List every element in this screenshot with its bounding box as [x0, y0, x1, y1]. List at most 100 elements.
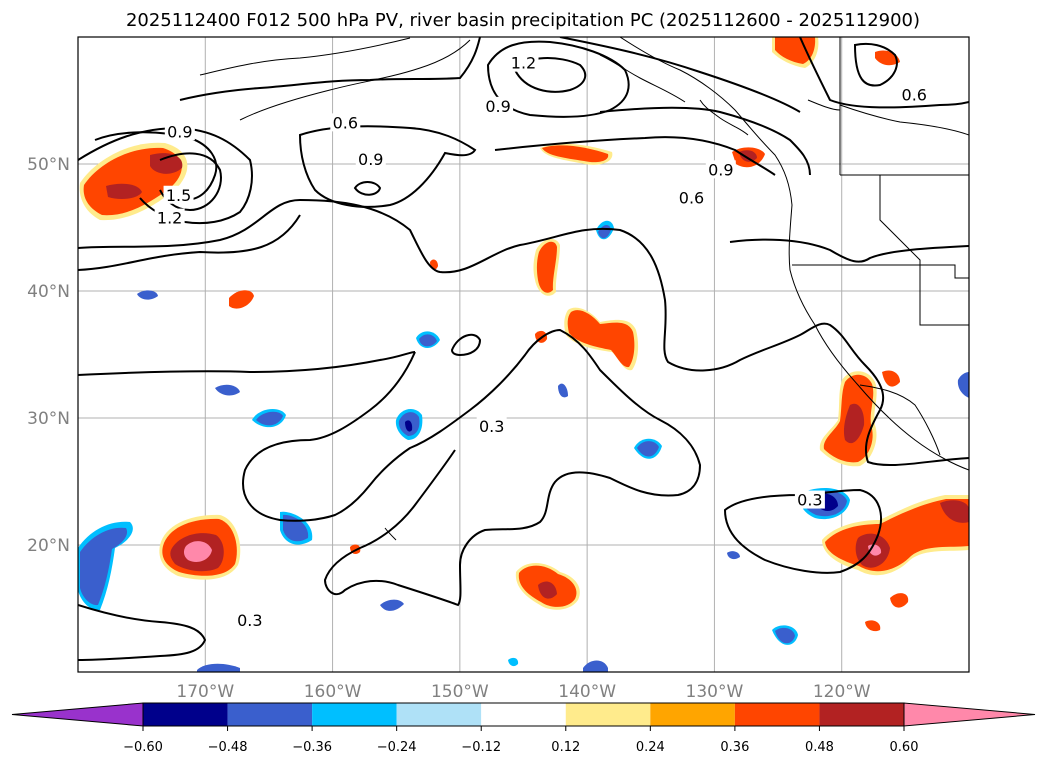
colorbar-tick-label: −0.48	[208, 740, 248, 755]
contour-label-bg	[355, 150, 386, 169]
y-tick-label: 40°N	[27, 282, 70, 302]
contour-label: 0.3	[797, 491, 822, 510]
contour-label-bg	[154, 208, 185, 227]
y-tick-label: 30°N	[27, 409, 70, 429]
pv-contour-line	[78, 214, 301, 271]
pv-contour-line	[559, 37, 801, 113]
pv-contour-line	[78, 126, 253, 225]
precip-anomaly-negative	[508, 657, 519, 667]
pv-contour-line	[298, 125, 477, 208]
contour-label-bg	[508, 53, 539, 72]
pv-contour-line	[494, 136, 776, 176]
precip-anomaly-positive	[739, 150, 757, 162]
contour-label: 0.9	[485, 97, 510, 116]
colorbar-segment	[650, 703, 735, 726]
x-tick-label: 130°W	[686, 682, 744, 702]
colorbar-tick-label: −0.12	[461, 740, 501, 755]
precip-anomaly-positive	[536, 241, 557, 293]
colorbar-segment	[396, 703, 482, 726]
precip-anomaly-positive	[538, 581, 557, 599]
precip-anomaly-positive	[542, 145, 609, 163]
contour-label: 0.9	[358, 150, 383, 169]
x-tick-label: 140°W	[558, 682, 616, 702]
pv-contour-line	[729, 238, 969, 263]
precip-anomaly-positive	[843, 403, 865, 444]
pv-contour-line	[159, 152, 222, 212]
contour-label-bg	[483, 96, 514, 115]
contour-label-bg	[234, 611, 265, 630]
pv-contour-line	[513, 57, 587, 93]
x-tick-label: 170°W	[176, 682, 234, 702]
precip-anomaly-positive	[106, 183, 142, 200]
colorbar-segment	[481, 703, 566, 726]
contour-label-bg	[476, 416, 507, 435]
contour-label-bg	[163, 185, 194, 204]
contour-label: 1.2	[157, 209, 182, 228]
contour-label-bg	[794, 490, 825, 509]
precip-anomaly-negative	[256, 411, 283, 426]
x-tick-label: 150°W	[431, 682, 489, 702]
colorbar-tick-label: −0.36	[292, 740, 332, 755]
contour-label: 1.5	[166, 186, 191, 205]
y-axis: 20°N 30°N 40°N 50°N	[27, 155, 70, 556]
colorbar-segment	[565, 703, 651, 726]
contour-label-bg	[330, 113, 361, 132]
contour-label: 0.9	[167, 122, 192, 141]
contour-label: 0.6	[333, 113, 358, 132]
colorbar-tick-label: 0.24	[636, 740, 665, 755]
precip-anomaly-negative	[380, 599, 404, 611]
precip-anomaly-negative	[215, 384, 240, 396]
contour-labels: 0.30.30.30.60.60.60.90.90.90.91.21.21.5	[154, 53, 930, 630]
colorbar-tick-label: 0.36	[720, 740, 749, 755]
pv-contour-line	[242, 328, 702, 607]
contour-label-bg	[705, 160, 736, 179]
precip-shading	[78, 37, 969, 672]
precip-anomaly-positive	[890, 593, 909, 608]
precip-anomaly-positive	[150, 153, 183, 174]
pv-contour-line	[853, 42, 898, 87]
x-tick-label: 160°W	[304, 682, 362, 702]
colorbar-segment	[143, 703, 228, 726]
colorbar-tick-label: 0.12	[551, 740, 580, 755]
pv-contours	[78, 37, 969, 661]
colorbar-tick-label: −0.24	[377, 740, 417, 755]
precip-anomaly-negative	[197, 663, 240, 672]
pv-contour-line	[450, 333, 482, 357]
precip-anomaly-positive	[940, 500, 969, 523]
precip-anomaly-negative	[727, 551, 740, 560]
colorbar-segment	[734, 703, 820, 726]
colorbar-frame	[142, 702, 905, 727]
colorbar-segment	[227, 703, 313, 726]
precip-anomaly-positive	[882, 370, 900, 387]
pv-contour-line	[799, 37, 969, 109]
precip-anomaly-negative	[583, 660, 608, 672]
precip-anomaly-positive	[567, 310, 635, 368]
colorbar-tick-label: −0.60	[123, 740, 163, 755]
chart-title: 2025112400 F012 500 hPa PV, river basin …	[126, 10, 920, 31]
y-tick-label: 50°N	[27, 155, 70, 175]
precip-anomaly-negative	[775, 627, 795, 644]
pv-contour-line	[599, 106, 811, 176]
colorbar-segment	[819, 703, 904, 726]
colorbar-tick-label: 0.60	[890, 740, 919, 755]
precip-anomaly-positive	[775, 37, 816, 64]
contour-label-bg	[899, 85, 930, 104]
pv-contour-line	[78, 351, 416, 376]
precip-anomaly-negative	[957, 372, 969, 398]
pv-contour-line	[78, 604, 207, 661]
colorbar-extend-low	[11, 702, 144, 727]
precip-anomaly-negative	[637, 441, 659, 457]
map-frame	[77, 36, 970, 673]
precip-anomaly-negative	[558, 383, 568, 398]
precip-anomaly-negative	[137, 290, 158, 300]
contour-label: 0.6	[902, 85, 927, 104]
pv-contour-line	[94, 131, 218, 201]
pv-contour-line	[78, 198, 969, 467]
precip-anomaly-positive	[183, 541, 212, 562]
y-tick-label: 20°N	[27, 536, 70, 556]
x-tick-label: 120°W	[813, 682, 871, 702]
contour-label: 1.2	[511, 54, 536, 73]
colorbar: −0.60 −0.48 −0.36 −0.24 −0.12 0.12 0.24 0.36 0.4…	[11, 702, 1036, 755]
precip-anomaly-negative	[419, 334, 437, 347]
